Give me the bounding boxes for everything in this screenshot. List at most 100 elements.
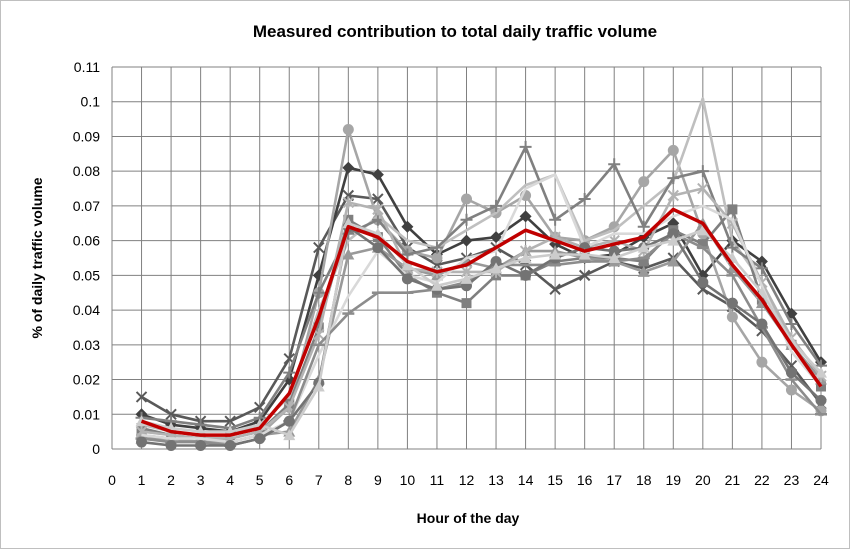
x-tick-label: 14 bbox=[518, 472, 534, 488]
x-tick-label: 22 bbox=[754, 472, 770, 488]
data-point bbox=[520, 269, 532, 281]
chart-title: Measured contribution to total daily tra… bbox=[253, 22, 657, 41]
data-point bbox=[430, 241, 443, 254]
x-tick-label: 8 bbox=[344, 472, 352, 488]
data-point bbox=[637, 265, 650, 277]
x-tick-label: 16 bbox=[577, 472, 593, 488]
data-point bbox=[431, 252, 443, 264]
data-point bbox=[342, 124, 354, 136]
data-point bbox=[460, 272, 473, 284]
data-point bbox=[638, 176, 650, 188]
data-point bbox=[697, 182, 709, 195]
y-tick-label: 0.1 bbox=[81, 94, 101, 110]
data-point bbox=[461, 193, 472, 205]
data-point bbox=[578, 248, 591, 260]
data-point bbox=[313, 328, 325, 341]
y-axis-ticks: 0 0.01 0.02 0.03 0.04 0.05 0.06 0.07 0.08 0.09 0.1… bbox=[73, 59, 100, 457]
data-point bbox=[815, 366, 827, 378]
y-tick-label: 0.02 bbox=[73, 372, 100, 388]
data-point bbox=[342, 196, 355, 209]
series-lines bbox=[135, 97, 827, 452]
data-point bbox=[726, 311, 738, 323]
data-point bbox=[755, 255, 768, 268]
data-point bbox=[195, 440, 207, 452]
x-tick-label: 24 bbox=[813, 472, 829, 488]
series-line bbox=[140, 194, 823, 423]
data-point bbox=[727, 204, 738, 215]
data-point bbox=[224, 440, 236, 452]
series-line bbox=[141, 225, 822, 447]
y-tick-label: 0.11 bbox=[74, 59, 100, 75]
y-tick-label: 0.03 bbox=[73, 337, 100, 353]
data-point bbox=[283, 429, 296, 441]
x-tick-label: 11 bbox=[430, 472, 445, 488]
data-point bbox=[785, 317, 798, 330]
series-line bbox=[141, 187, 823, 440]
x-tick-label: 21 bbox=[725, 472, 741, 488]
y-tick-label: 0.01 bbox=[73, 406, 100, 422]
data-point bbox=[755, 262, 768, 275]
x-tick-label: 3 bbox=[197, 472, 205, 488]
data-point bbox=[667, 255, 680, 267]
x-axis-title: Hour of the day bbox=[417, 510, 520, 526]
data-point bbox=[401, 220, 414, 233]
data-point bbox=[342, 161, 355, 174]
data-point bbox=[667, 189, 679, 202]
data-point bbox=[313, 322, 324, 333]
x-tick-label: 15 bbox=[547, 472, 563, 488]
data-point bbox=[283, 415, 295, 427]
data-point bbox=[283, 366, 296, 379]
x-tick-label: 18 bbox=[636, 472, 652, 488]
x-tick-label: 13 bbox=[488, 472, 504, 488]
data-point bbox=[371, 168, 384, 181]
x-tick-label: 1 bbox=[138, 472, 146, 488]
data-point bbox=[490, 231, 503, 244]
x-tick-label: 12 bbox=[459, 472, 475, 488]
data-point bbox=[460, 213, 473, 226]
y-tick-label: 0 bbox=[92, 441, 100, 457]
data-point bbox=[401, 273, 413, 285]
data-point bbox=[667, 144, 679, 156]
data-point bbox=[519, 210, 532, 223]
data-point bbox=[519, 140, 532, 153]
x-tick-label: 0 bbox=[108, 472, 116, 488]
series-line bbox=[141, 173, 822, 444]
series-line bbox=[140, 207, 823, 437]
data-point bbox=[638, 256, 649, 267]
data-point bbox=[785, 384, 797, 396]
data-point bbox=[430, 279, 443, 291]
x-tick-label: 9 bbox=[374, 472, 382, 488]
x-tick-label: 10 bbox=[400, 472, 416, 488]
series-2 bbox=[136, 124, 827, 448]
data-point bbox=[549, 283, 561, 295]
data-point bbox=[815, 394, 827, 406]
x-tick-label: 5 bbox=[256, 472, 264, 488]
data-point bbox=[667, 234, 680, 246]
data-point bbox=[490, 262, 503, 274]
data-point bbox=[519, 252, 532, 263]
x-axis-ticks: 0 1 2 3 4 5 6 7 8 9 10 11 12 13 14 15 16 17 18 19 20 21 22 23 24 bbox=[108, 472, 829, 488]
x-tick-label: 4 bbox=[226, 472, 234, 488]
x-tick-label: 17 bbox=[606, 472, 622, 488]
x-tick-label: 20 bbox=[695, 472, 711, 488]
x-tick-label: 23 bbox=[784, 472, 800, 488]
data-point bbox=[135, 391, 148, 403]
data-point bbox=[726, 241, 739, 254]
data-point bbox=[756, 356, 768, 368]
data-point bbox=[461, 298, 472, 309]
x-tick-label: 2 bbox=[167, 472, 175, 488]
y-tick-label: 0.04 bbox=[73, 302, 100, 318]
data-point bbox=[460, 234, 473, 247]
data-point bbox=[224, 415, 236, 427]
y-tick-label: 0.08 bbox=[73, 163, 100, 179]
data-point bbox=[667, 172, 680, 185]
data-point bbox=[696, 165, 709, 178]
data-point bbox=[372, 242, 384, 254]
data-point bbox=[637, 220, 650, 233]
data-point bbox=[549, 213, 562, 226]
data-point bbox=[490, 199, 503, 212]
y-tick-label: 0.07 bbox=[73, 198, 100, 214]
data-point bbox=[136, 436, 148, 448]
y-tick-label: 0.09 bbox=[73, 128, 100, 144]
